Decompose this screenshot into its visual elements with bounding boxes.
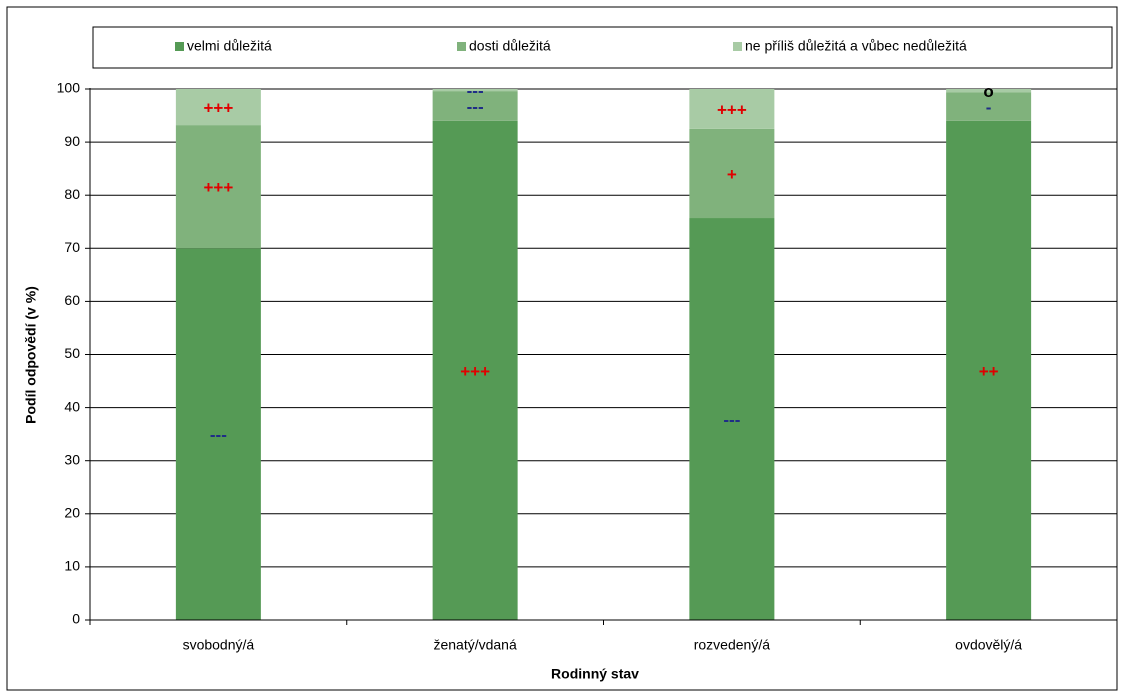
significance-marker: ++ (979, 362, 999, 381)
y-tick-label: 10 (64, 558, 80, 574)
legend-box (92, 26, 1113, 69)
y-tick-label: 50 (64, 345, 80, 361)
bar-segment (689, 128, 775, 219)
legend-label: ne příliš důležitá a vůbec nedůležitá (745, 38, 967, 54)
significance-marker: o (983, 82, 993, 101)
significance-marker: - (986, 98, 992, 117)
legend-label: dosti důležitá (469, 38, 551, 54)
y-tick-label: 20 (64, 505, 80, 521)
bar-segment (946, 120, 1032, 621)
significance-marker: +++ (203, 99, 233, 118)
legend-swatch (175, 42, 184, 51)
significance-marker: +++ (203, 178, 233, 197)
y-axis-label: Podíl odpovědí (v %) (23, 286, 39, 424)
bar-segment (946, 89, 1032, 93)
y-tick-label: 0 (72, 611, 80, 627)
x-tick-label: ovdovělý/á (955, 637, 1022, 653)
bar-segment (689, 89, 775, 129)
significance-marker: +++ (460, 362, 490, 381)
significance-marker: --- (210, 426, 227, 445)
bar-segment (175, 125, 261, 249)
significance-marker: --- (467, 81, 484, 100)
x-tick-label: rozvedený/á (694, 637, 770, 653)
significance-marker: --- (467, 97, 484, 116)
bar-segment (689, 218, 775, 620)
y-tick-label: 80 (64, 186, 80, 202)
significance-marker: --- (723, 411, 740, 430)
bar-segment (432, 89, 518, 92)
y-tick-label: 100 (57, 80, 81, 96)
bar-segment (946, 92, 1032, 121)
y-tick-label: 70 (64, 239, 80, 255)
x-tick-label: ženatý/vdaná (433, 637, 516, 653)
bar-segment (175, 89, 261, 126)
legend-swatch (457, 42, 466, 51)
significance-marker: + (727, 165, 737, 184)
legend-label: velmi důležitá (187, 38, 272, 54)
y-tick-label: 90 (64, 133, 80, 149)
y-tick-label: 40 (64, 398, 80, 414)
bar-segment (432, 120, 518, 621)
y-tick-label: 60 (64, 292, 80, 308)
x-tick-label: svobodný/á (183, 637, 255, 653)
x-axis-label: Rodinný stav (551, 666, 639, 682)
significance-marker: +++ (717, 100, 747, 119)
bar-segment (175, 248, 261, 621)
legend-swatch (733, 42, 742, 51)
y-tick-label: 30 (64, 451, 80, 467)
bar-segment (432, 91, 518, 121)
